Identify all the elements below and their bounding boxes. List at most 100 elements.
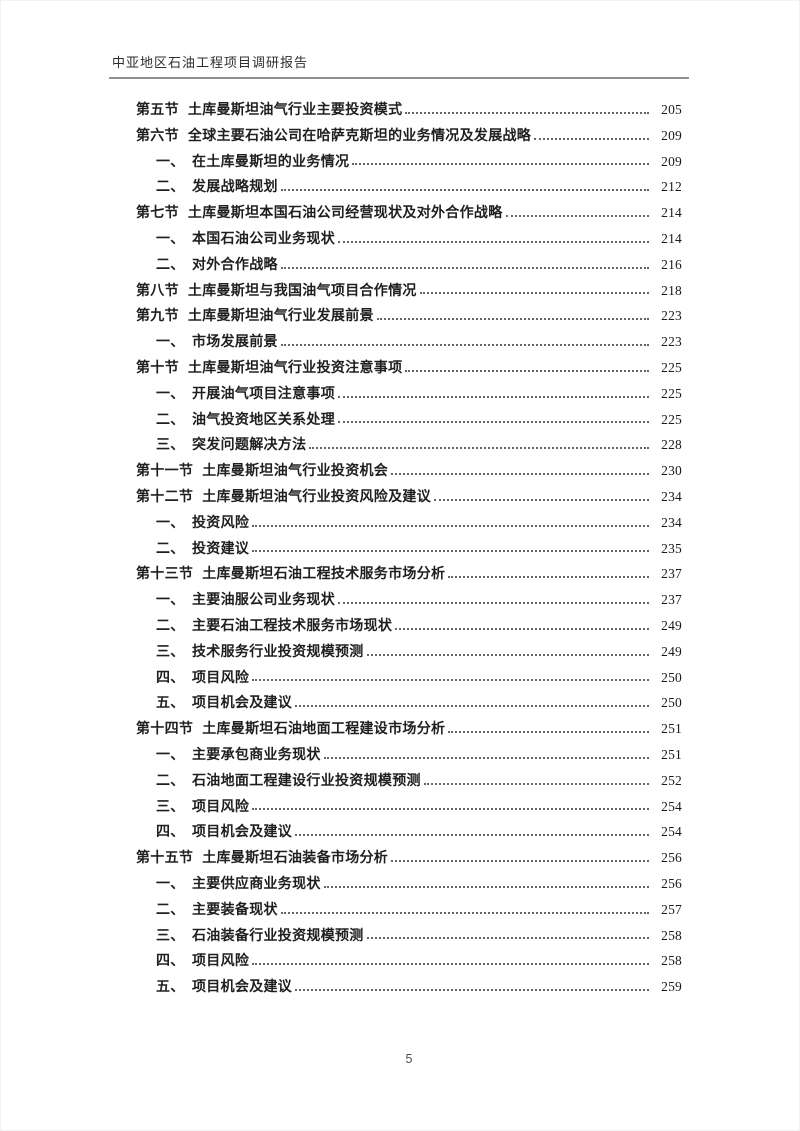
toc-entry-page-number: 259 — [661, 979, 682, 995]
toc-entry-number: 第十节 — [136, 358, 179, 375]
toc-dotted-leader — [295, 834, 649, 837]
toc-entry-page-number: 251 — [661, 746, 682, 762]
toc-dotted-leader — [252, 808, 649, 811]
header-rule-divider — [109, 77, 689, 79]
toc-entry-page-number: 250 — [661, 669, 682, 685]
toc-entry-page-number: 249 — [661, 617, 682, 633]
toc-entry-title: 主要供应商业务现状 — [192, 874, 321, 891]
toc-dotted-leader — [423, 782, 649, 785]
page-number: 5 — [405, 1052, 413, 1066]
toc-entry: 第十四节 土库曼斯坦石油地面工程建设市场分析 251 — [136, 716, 682, 742]
toc-entry: 三、 项目风险 254 — [136, 794, 682, 820]
toc-dotted-leader — [391, 472, 649, 475]
toc-entry-page-number: 254 — [661, 798, 682, 814]
toc-entry-page-number: 256 — [661, 850, 682, 866]
toc-entry: 第十节 土库曼斯坦油气行业投资注意事项 225 — [136, 355, 682, 381]
toc-entry: 五、 项目机会及建议 250 — [136, 690, 682, 716]
toc-entry-number: 一、 — [156, 513, 185, 530]
toc-entry-page-number: 225 — [661, 411, 682, 427]
toc-entry-page-number: 223 — [661, 334, 682, 350]
toc-dotted-leader — [252, 524, 649, 527]
toc-dotted-leader — [376, 318, 649, 321]
toc-entry: 第八节 土库曼斯坦与我国油气项目合作情况 218 — [136, 278, 682, 304]
toc-entry: 三、 技术服务行业投资规模预测 249 — [136, 639, 682, 665]
toc-entry-title: 石油地面工程建设行业投资规模预测 — [192, 771, 421, 788]
toc-dotted-leader — [352, 163, 649, 166]
toc-entry-page-number: 251 — [661, 721, 682, 737]
toc-entry-page-number: 214 — [661, 205, 682, 221]
toc-entry-page-number: 216 — [661, 256, 682, 272]
toc-entry-number: 第十二节 — [136, 487, 194, 504]
toc-dotted-leader — [366, 653, 649, 656]
toc-entry-title: 主要承包商业务现状 — [192, 745, 321, 762]
toc-entry-number: 四、 — [156, 668, 185, 685]
toc-entry: 第七节 土库曼斯坦本国石油公司经营现状及对外合作战略 214 — [136, 200, 682, 226]
toc-entry-number: 四、 — [156, 823, 185, 840]
toc-entry-number: 二、 — [156, 771, 185, 788]
toc-entry: 一、 开展油气项目注意事项 225 — [136, 381, 682, 407]
toc-dotted-leader — [419, 292, 649, 295]
toc-entry-title: 土库曼斯坦油气行业发展前景 — [187, 307, 374, 324]
toc-entry-page-number: 214 — [661, 230, 682, 246]
toc-entry-title: 土库曼斯坦油气行业投资机会 — [202, 462, 389, 479]
toc-entry-number: 二、 — [156, 616, 185, 633]
toc-dotted-leader — [338, 601, 649, 604]
toc-entry-page-number: 234 — [661, 514, 682, 530]
page-footer: 5 — [136, 1052, 682, 1066]
toc-dotted-leader — [295, 988, 649, 991]
toc-entry-number: 三、 — [156, 436, 185, 453]
toc-dotted-leader — [323, 885, 649, 888]
toc-entry-title: 主要油服公司业务现状 — [192, 591, 335, 608]
running-header-title: 中亚地区石油工程项目调研报告 — [112, 55, 309, 70]
toc-entry-title: 土库曼斯坦油气行业投资注意事项 — [187, 358, 403, 375]
toc-entry-title: 土库曼斯坦与我国油气项目合作情况 — [187, 281, 417, 298]
toc-dotted-leader — [323, 756, 649, 759]
toc-entry-page-number: 250 — [661, 695, 682, 711]
toc-dotted-leader — [280, 911, 649, 914]
toc-entry-title: 土库曼斯坦油气行业投资风险及建议 — [202, 487, 432, 504]
toc-dotted-leader — [280, 343, 649, 346]
toc-entry-page-number: 257 — [661, 901, 682, 917]
toc-entry-page-number: 225 — [661, 359, 682, 375]
toc-entry-title: 本国石油公司业务现状 — [192, 229, 335, 246]
toc-entry-title: 项目风险 — [192, 797, 250, 814]
toc-entry-page-number: 225 — [661, 385, 682, 401]
toc-entry-title: 项目风险 — [192, 668, 250, 685]
toc-entry-title: 对外合作战略 — [192, 255, 278, 272]
toc-entry: 一、 主要油服公司业务现状 237 — [136, 587, 682, 613]
toc-entry: 第十三节 土库曼斯坦石油工程技术服务市场分析 237 — [136, 561, 682, 587]
toc-dotted-leader — [448, 730, 649, 733]
toc-entry-number: 第六节 — [136, 126, 179, 143]
toc-entry: 四、 项目风险 258 — [136, 948, 682, 974]
toc-entry-number: 一、 — [156, 874, 185, 891]
toc-dotted-leader — [534, 137, 649, 140]
toc-entry-number: 第十三节 — [136, 565, 194, 582]
toc-entry-page-number: 249 — [661, 643, 682, 659]
toc-entry-title: 项目风险 — [192, 952, 250, 969]
toc-dotted-leader — [280, 189, 649, 192]
toc-dotted-leader — [505, 214, 649, 217]
toc-entry: 第五节 土库曼斯坦油气行业主要投资模式 205 — [136, 97, 682, 123]
toc-entry-title: 项目机会及建议 — [192, 694, 293, 711]
toc-entry: 第十五节 土库曼斯坦石油装备市场分析 256 — [136, 845, 682, 871]
toc-entry-number: 第十五节 — [136, 849, 194, 866]
toc-entry: 二、 主要装备现状 257 — [136, 897, 682, 923]
toc-entry: 第十二节 土库曼斯坦油气行业投资风险及建议 234 — [136, 484, 682, 510]
toc-dotted-leader — [448, 576, 649, 579]
toc-entry-number: 三、 — [156, 926, 185, 943]
toc-dotted-leader — [280, 266, 649, 269]
toc-entry-number: 五、 — [156, 694, 185, 711]
toc-entry-number: 第十一节 — [136, 462, 194, 479]
toc-entry-number: 二、 — [156, 410, 185, 427]
toc-entry-title: 油气投资地区关系处理 — [192, 410, 335, 427]
toc-entry: 二、 石油地面工程建设行业投资规模预测 252 — [136, 768, 682, 794]
toc-entry-number: 第九节 — [136, 307, 179, 324]
toc-entry-number: 二、 — [156, 900, 185, 917]
toc-entry-number: 一、 — [156, 745, 185, 762]
toc-entry-page-number: 228 — [661, 437, 682, 453]
toc-dotted-leader — [405, 369, 649, 372]
toc-entry: 二、 对外合作战略 216 — [136, 252, 682, 278]
toc-entry-page-number: 254 — [661, 824, 682, 840]
toc-entry-title: 投资建议 — [192, 539, 250, 556]
toc-entry-number: 五、 — [156, 978, 185, 995]
